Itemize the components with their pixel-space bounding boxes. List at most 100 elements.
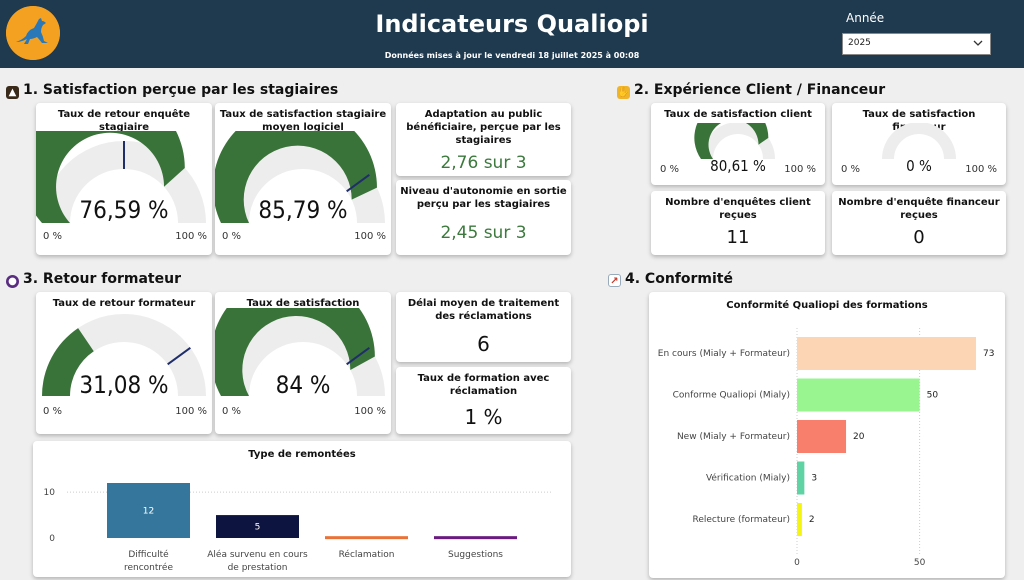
gauge-target-marker xyxy=(346,346,370,366)
header-bar: Indicateurs Qualiopi Données mises à jou… xyxy=(0,0,1024,68)
gauge-title: Taux de satisfaction stagiaire moyen log… xyxy=(219,109,387,133)
kpi-title: Nombre d'enquête financeur reçues xyxy=(838,197,1000,221)
kpi-title: Taux de formation avec réclamation xyxy=(417,373,550,397)
kpi-title: Adaptation au public bénéficiaire, perçu… xyxy=(406,109,561,146)
y-tick-label: Vérification (Mialy) xyxy=(706,473,790,484)
graduation-cap-icon: ▲ xyxy=(6,86,19,99)
kpi-value: 6 xyxy=(477,332,490,356)
gauge-max-label: 100 % xyxy=(175,231,207,242)
y-tick-label: Relecture (formateur) xyxy=(693,515,791,525)
section-title-experience: ✋ 2. Expérience Client / Financeur xyxy=(617,82,886,99)
gauge-fill xyxy=(215,131,377,223)
gauge-retour-enquete xyxy=(36,131,206,223)
bar[interactable] xyxy=(797,461,805,495)
gauge-satisfaction-formateur xyxy=(215,308,385,396)
kpi-value: 1 % xyxy=(464,405,503,429)
gauge-card-satisfaction-financeur[interactable]: Taux de satisfaction financeur 0 % 0 % 1… xyxy=(832,103,1006,185)
x-tick-label: Réclamation xyxy=(339,549,395,560)
gauge-value: 85,79 % xyxy=(258,196,348,224)
gauge-satisfaction-stagiaire xyxy=(215,131,385,223)
kpi-title: Niveau d'autonomie en sortie perçu par l… xyxy=(400,186,567,210)
kpi-value: 0 xyxy=(913,227,925,248)
kpi-title: Délai moyen de traitement des réclamatio… xyxy=(407,298,560,322)
bar-data-label: 5 xyxy=(255,523,261,533)
gauge-max-label: 100 % xyxy=(965,164,997,175)
kpi-value: 2,45 sur 3 xyxy=(440,223,527,243)
bar-data-label: 50 xyxy=(927,391,939,401)
x-tick-label: 50 xyxy=(914,558,926,568)
last-update-text: Données mises à jour le vendredi 18 juil… xyxy=(384,51,640,60)
bar[interactable] xyxy=(216,515,299,538)
chart-title: Type de remontées xyxy=(248,449,356,460)
handshake-icon: ✋ xyxy=(617,86,630,99)
gauge-min-label: 0 % xyxy=(43,406,63,417)
gauge-fill xyxy=(42,328,94,396)
year-filter-label: Année xyxy=(846,11,885,25)
y-tick-label: En cours (Mialy + Formateur) xyxy=(658,349,790,359)
gauge-target-marker xyxy=(346,173,370,193)
chart-card-conformite[interactable]: Conformité Qualiopi des formations 0 50 73… xyxy=(649,292,1005,578)
y-tick-label: Conforme Qualiopi (Mialy) xyxy=(673,391,790,401)
gauge-satisfaction-financeur xyxy=(882,123,956,159)
kpi-value: 2,76 sur 3 xyxy=(440,153,527,173)
kpi-title: Nombre d'enquêtes client reçues xyxy=(665,197,811,221)
bar-data-label: 12 xyxy=(143,507,154,517)
gauge-max-label: 100 % xyxy=(354,406,386,417)
type-remontees-bar-chart: 0 10 12 Difficulté rencontrée 5 Aléa survenu e… xyxy=(44,483,553,573)
page-title: Indicateurs Qualiopi xyxy=(375,10,649,38)
gauge-card-retour-formateur[interactable]: Taux de retour formateur 31,08 % 0 % 100… xyxy=(36,292,212,434)
chart-card-type-remontees[interactable]: Type de remontées 0 10 12 Difficulté rencont… xyxy=(33,441,571,577)
x-tick-label: Aléa survenu en cours xyxy=(207,549,308,560)
y-tick-label: 0 xyxy=(49,534,55,544)
gauge-min-label: 0 % xyxy=(841,164,861,175)
bar[interactable] xyxy=(797,420,847,453)
section-title-formateur: ● 3. Retour formateur xyxy=(6,271,181,288)
kpi-card-taux-reclamation[interactable]: Taux de formation avec réclamation 1 % xyxy=(396,367,571,434)
bar[interactable] xyxy=(434,536,517,540)
gauge-card-satisfaction-formateur[interactable]: Taux de satisfaction formateur 84 % 0 % … xyxy=(215,292,391,434)
chart-title: Conformité Qualiopi des formations xyxy=(726,300,928,311)
bar[interactable] xyxy=(797,503,802,536)
gauge-card-satisfaction-stagiaire[interactable]: Taux de satisfaction stagiaire moyen log… xyxy=(215,103,391,255)
gauge-value: 76,59 % xyxy=(79,196,169,224)
y-tick-label: New (Mialy + Formateur) xyxy=(677,432,790,442)
speech-bubble-icon: ● xyxy=(6,275,19,288)
gauge-title: Taux de satisfaction client xyxy=(664,109,812,120)
gauge-card-satisfaction-client[interactable]: Taux de satisfaction client 80,61 % 0 % … xyxy=(651,103,825,185)
bar[interactable] xyxy=(107,483,190,538)
chevron-down-icon xyxy=(973,40,983,46)
gauge-fill xyxy=(36,131,185,223)
gauge-min-label: 0 % xyxy=(660,164,680,175)
conformite-bar-chart: 0 50 73 En cours (Mialy + Formateur) 50 Confo… xyxy=(658,328,994,568)
kpi-card-enquete-financeur[interactable]: Nombre d'enquête financeur reçues 0 xyxy=(832,191,1006,255)
gauge-min-label: 0 % xyxy=(43,231,63,242)
year-dropdown-value: 2025 xyxy=(848,38,871,48)
gauge-satisfaction-client xyxy=(694,123,775,159)
kpi-value: 11 xyxy=(726,227,750,248)
gauge-value: 0 % xyxy=(906,157,932,175)
year-dropdown[interactable]: 2025 xyxy=(842,33,991,55)
kangaroo-logo-icon xyxy=(6,6,60,60)
section-title-satisfaction: ▲ 1. Satisfaction perçue par les stagiair… xyxy=(6,82,338,99)
y-tick-label: 10 xyxy=(44,488,56,498)
gauge-min-label: 0 % xyxy=(222,231,242,242)
gauge-fill xyxy=(694,123,769,159)
kpi-card-enquetes-client[interactable]: Nombre d'enquêtes client reçues 11 xyxy=(651,191,825,255)
x-tick-label: 0 xyxy=(794,558,800,568)
bar[interactable] xyxy=(797,337,976,370)
gauge-title: Taux de retour formateur xyxy=(52,298,196,309)
gauge-title: Taux de retour enquête stagiaire xyxy=(57,109,191,133)
kpi-card-adaptation[interactable]: Adaptation au public bénéficiaire, perçu… xyxy=(396,103,571,176)
gauge-max-label: 100 % xyxy=(175,406,207,417)
gauge-min-label: 0 % xyxy=(222,406,242,417)
kpi-card-delai-reclamations[interactable]: Délai moyen de traitement des réclamatio… xyxy=(396,292,571,362)
kpi-card-autonomie[interactable]: Niveau d'autonomie en sortie perçu par l… xyxy=(396,180,571,255)
bar[interactable] xyxy=(797,378,920,412)
bar-data-label: 3 xyxy=(811,474,817,484)
gauge-card-retour-enquete[interactable]: Taux de retour enquête stagiaire 76,59 %… xyxy=(36,103,212,255)
bar[interactable] xyxy=(325,536,408,540)
x-tick-label: Suggestions xyxy=(448,550,503,560)
x-tick-label: Difficulté xyxy=(128,549,169,560)
gauge-target-marker xyxy=(167,346,191,366)
bar-data-label: 2 xyxy=(809,515,815,525)
